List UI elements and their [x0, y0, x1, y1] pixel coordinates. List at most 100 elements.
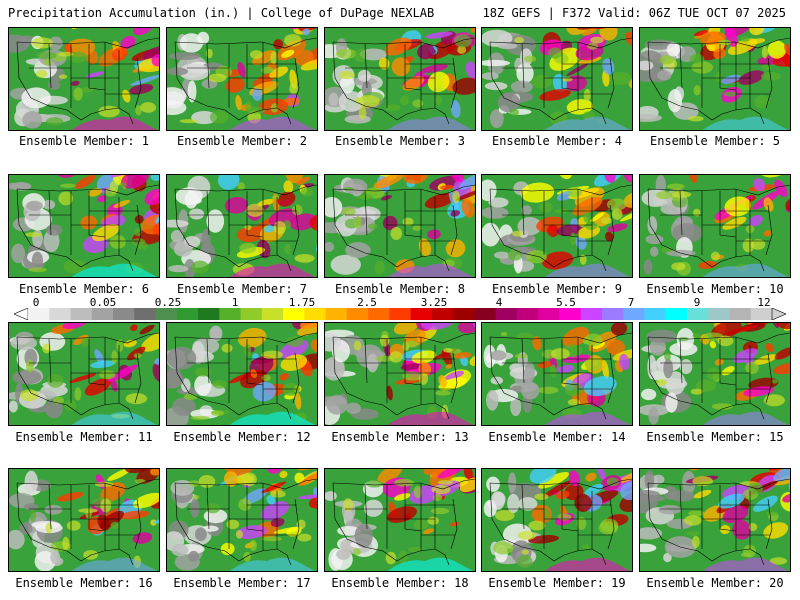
state-borders	[332, 478, 475, 566]
ensemble-member-caption: Ensemble Member: 15	[646, 430, 784, 444]
colorbar-swatch	[410, 308, 433, 320]
ensemble-map-panel	[166, 174, 318, 278]
state-borders	[174, 37, 317, 125]
colorbar-max-arrow	[771, 308, 786, 320]
state-borders	[489, 37, 632, 125]
colorbar-tick-label: 12	[757, 296, 771, 309]
colorbar-swatch	[686, 308, 709, 320]
colorbar-swatch	[49, 308, 71, 320]
colorbar-tick-label: 9	[693, 296, 701, 309]
colorbar-swatch	[729, 308, 752, 320]
ensemble-member-caption: Ensemble Member: 18	[331, 576, 469, 590]
precip-field	[482, 28, 632, 130]
state-borders	[16, 37, 159, 125]
precip-field	[482, 469, 632, 571]
ensemble-member-caption: Ensemble Member: 3	[334, 134, 466, 148]
colorbar-swatch	[644, 308, 667, 320]
ensemble-member-caption: Ensemble Member: 4	[491, 134, 623, 148]
ensemble-member-caption: Ensemble Member: 14	[488, 430, 626, 444]
state-borders	[332, 184, 475, 272]
ensemble-member-caption: Ensemble Member: 9	[491, 282, 623, 296]
colorbar-tick-label: 2.5	[357, 296, 377, 309]
colorbar-tick-label: 0.05	[89, 296, 117, 309]
colorbar-swatch	[559, 308, 582, 320]
ensemble-member-caption: Ensemble Member: 16	[15, 576, 153, 590]
ensemble-member-caption: Ensemble Member: 10	[646, 282, 784, 296]
ensemble-map-panel	[8, 27, 160, 131]
ensemble-member-caption: Ensemble Member: 13	[331, 430, 469, 444]
ensemble-member-caption: Ensemble Member: 8	[334, 282, 466, 296]
map-title: Precipitation Accumulation (in.) | Colle…	[8, 6, 435, 20]
ensemble-map-panel	[166, 468, 318, 572]
colorbar-tick-label: 7	[627, 296, 635, 309]
state-borders	[16, 478, 159, 566]
colorbar-swatch	[113, 308, 135, 320]
colorbar-swatch	[134, 308, 156, 320]
ensemble-member-caption: Ensemble Member: 7	[176, 282, 308, 296]
ensemble-member-caption: Ensemble Member: 6	[18, 282, 150, 296]
state-borders	[174, 184, 317, 272]
colorbar-tick-label: 5.5	[556, 296, 576, 309]
colorbar-swatch	[304, 308, 326, 320]
ensemble-member-caption: Ensemble Member: 11	[15, 430, 153, 444]
colorbar-swatch	[176, 308, 199, 320]
ensemble-member-caption: Ensemble Member: 5	[649, 134, 781, 148]
ensemble-map-panel	[8, 322, 160, 426]
model-run-info: 18Z GEFS | F372 Valid: 06Z TUE OCT 07 20…	[482, 6, 786, 20]
precip-field	[640, 175, 790, 277]
precip-field	[167, 323, 317, 425]
ensemble-map-panel	[481, 174, 633, 278]
precip-field	[9, 323, 159, 425]
ensemble-map-panel	[166, 322, 318, 426]
colorbar-swatch	[580, 308, 603, 320]
state-borders	[332, 332, 475, 420]
precip-field	[167, 175, 317, 277]
state-borders	[489, 332, 632, 420]
ensemble-member-caption: Ensemble Member: 12	[173, 430, 311, 444]
precip-field	[167, 469, 317, 571]
colorbar-swatch	[708, 308, 730, 320]
colorbar-swatch	[389, 308, 412, 320]
colorbar-tick-label: 3.25	[420, 296, 448, 309]
state-borders	[489, 184, 632, 272]
precipitation-colorbar	[14, 308, 786, 320]
ensemble-member-caption: Ensemble Member: 20	[646, 576, 784, 590]
precip-field	[167, 28, 317, 130]
precip-field	[325, 175, 475, 277]
ensemble-map-panel	[639, 27, 791, 131]
colorbar-swatch	[431, 308, 454, 320]
ensemble-map-panel	[639, 468, 791, 572]
colorbar-tick-label: 0.25	[154, 296, 182, 309]
ensemble-map-panel	[481, 468, 633, 572]
ensemble-map-panel	[324, 322, 476, 426]
colorbar-swatch	[665, 308, 688, 320]
state-borders	[647, 37, 790, 125]
ensemble-map-panel	[8, 174, 160, 278]
colorbar-swatch	[155, 308, 178, 320]
colorbar-labels: 0 0.05 0.25 1 1.75 2.5 3.25 4 5.5 7 9 12	[0, 296, 800, 309]
ensemble-map-panel	[639, 322, 791, 426]
colorbar-swatch	[368, 308, 390, 320]
colorbar-swatch	[28, 308, 50, 320]
precip-field	[640, 323, 790, 425]
precip-field	[640, 28, 790, 130]
colorbar-swatch	[240, 308, 263, 320]
ensemble-member-caption: Ensemble Member: 2	[176, 134, 308, 148]
ensemble-map-panel	[166, 27, 318, 131]
precip-field	[325, 469, 475, 571]
colorbar-swatch	[198, 308, 220, 320]
colorbar-swatch	[325, 308, 348, 320]
colorbar-swatch	[219, 308, 241, 320]
ensemble-member-caption: Ensemble Member: 19	[488, 576, 626, 590]
colorbar-swatch	[346, 308, 369, 320]
colorbar-tick-label: 4	[495, 296, 503, 309]
precip-field	[9, 28, 159, 130]
precip-field	[9, 175, 159, 277]
state-borders	[332, 37, 475, 125]
colorbar-tick-label: 1	[231, 296, 239, 309]
colorbar-tick-label: 0	[32, 296, 40, 309]
colorbar-swatch	[750, 308, 773, 320]
state-borders	[647, 478, 790, 566]
ensemble-map-panel	[324, 468, 476, 572]
colorbar-min-arrow	[14, 308, 29, 320]
